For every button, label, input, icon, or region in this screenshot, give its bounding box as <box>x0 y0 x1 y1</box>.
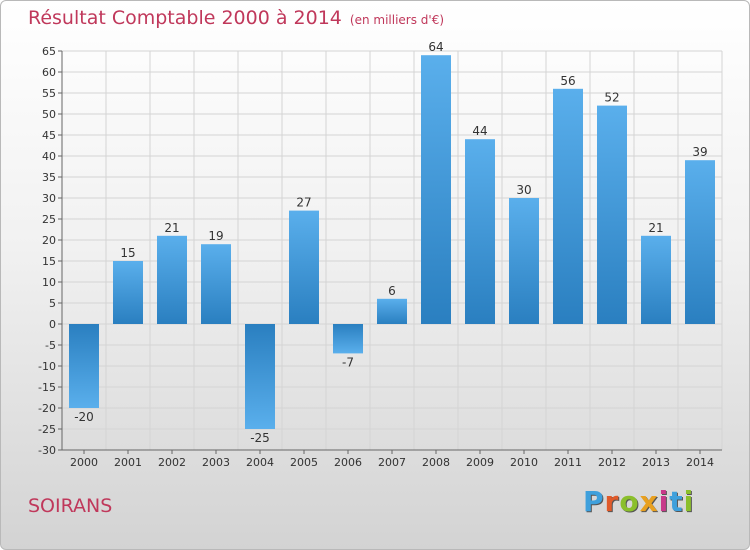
x-tick-label: 2011 <box>554 456 582 469</box>
bar-value-label: -7 <box>342 355 354 369</box>
bar <box>641 235 671 324</box>
bar-layer: -20 15 21 19 -25 27 -7 6 64 44 30 56 52 21 39 <box>69 40 715 445</box>
bar-value-label: 30 <box>516 183 531 197</box>
proxiti-logo[interactable]: Proxiti <box>583 485 694 518</box>
bar <box>245 324 275 429</box>
logo-letter: t <box>669 485 684 518</box>
y-tick-label: -30 <box>38 444 56 457</box>
y-tick-label: 40 <box>42 150 56 163</box>
bar-value-label: 21 <box>164 221 179 235</box>
bar-value-label: 64 <box>428 40 443 54</box>
chart-unit: (en milliers d'€) <box>349 13 445 27</box>
bar <box>553 88 583 324</box>
x-tick-label: 2013 <box>642 456 670 469</box>
town-name: SOIRANS <box>28 495 113 517</box>
y-tick-label: -5 <box>45 339 56 352</box>
y-tick-label: 45 <box>42 129 56 142</box>
bar <box>201 244 231 324</box>
bar-value-label: -25 <box>250 431 270 445</box>
bar <box>113 261 143 324</box>
x-tick-label: 2008 <box>422 456 450 469</box>
bar <box>289 210 319 324</box>
chart-title: Résultat Comptable 2000 à 2014 (en millie… <box>28 7 444 29</box>
x-tick-label: 2014 <box>686 456 714 469</box>
axis-layer: -30 -25 -20 -15 -10 -5 0 5 10 15 20 25 30 35 40 45 50 55 6… <box>38 45 722 469</box>
bar <box>465 139 495 324</box>
y-tick-label: -10 <box>38 360 56 373</box>
x-tick-label: 2002 <box>158 456 186 469</box>
chart-title-text: Résultat Comptable 2000 à 2014 <box>28 7 342 29</box>
y-tick-label: 30 <box>42 192 56 205</box>
bar <box>597 105 627 324</box>
x-tick-label: 2004 <box>246 456 274 469</box>
logo-letter: o <box>619 485 640 518</box>
x-tick-label: 2007 <box>378 456 406 469</box>
bar <box>509 198 539 324</box>
bar-value-label: 21 <box>648 221 663 235</box>
logo-letter: P <box>583 485 605 518</box>
bar-value-label: 19 <box>208 229 223 243</box>
x-tick-label: 2009 <box>466 456 494 469</box>
y-tick-label: 60 <box>42 66 56 79</box>
bar <box>685 160 715 324</box>
y-tick-label: 65 <box>42 45 56 58</box>
bar <box>333 324 363 354</box>
bar-value-label: 52 <box>604 91 619 105</box>
bar-value-label: 39 <box>692 145 707 159</box>
bar <box>421 55 451 324</box>
y-tick-label: -15 <box>38 381 56 394</box>
bar-value-label: 56 <box>560 74 575 88</box>
y-tick-label: -20 <box>38 402 56 415</box>
x-tick-label: 2012 <box>598 456 626 469</box>
bar <box>69 324 99 408</box>
x-tick-label: 2010 <box>510 456 538 469</box>
y-tick-label: 55 <box>42 87 56 100</box>
logo-letter: r <box>604 485 620 518</box>
y-tick-label: 0 <box>49 318 56 331</box>
y-tick-label: 50 <box>42 108 56 121</box>
x-tick-label: 2005 <box>290 456 318 469</box>
bar-value-label: 27 <box>296 196 311 210</box>
bar <box>377 298 407 324</box>
y-tick-label: 5 <box>49 297 56 310</box>
bar-value-label: -20 <box>74 410 94 424</box>
x-tick-label: 2006 <box>334 456 362 469</box>
x-tick-label: 2003 <box>202 456 230 469</box>
x-tick-label: 2001 <box>114 456 142 469</box>
logo-letter: x <box>639 485 659 518</box>
bar-value-label: 44 <box>472 124 487 138</box>
y-tick-label: 10 <box>42 276 56 289</box>
logo-letter: i <box>683 485 695 518</box>
y-tick-label: 15 <box>42 255 56 268</box>
logo-letter: i <box>658 485 670 518</box>
y-tick-label: 25 <box>42 213 56 226</box>
y-tick-label: -25 <box>38 423 56 436</box>
y-tick-label: 35 <box>42 171 56 184</box>
bar-value-label: 6 <box>388 284 396 298</box>
y-tick-label: 20 <box>42 234 56 247</box>
bar-value-label: 15 <box>120 246 135 260</box>
bar <box>157 235 187 324</box>
x-tick-label: 2000 <box>70 456 98 469</box>
